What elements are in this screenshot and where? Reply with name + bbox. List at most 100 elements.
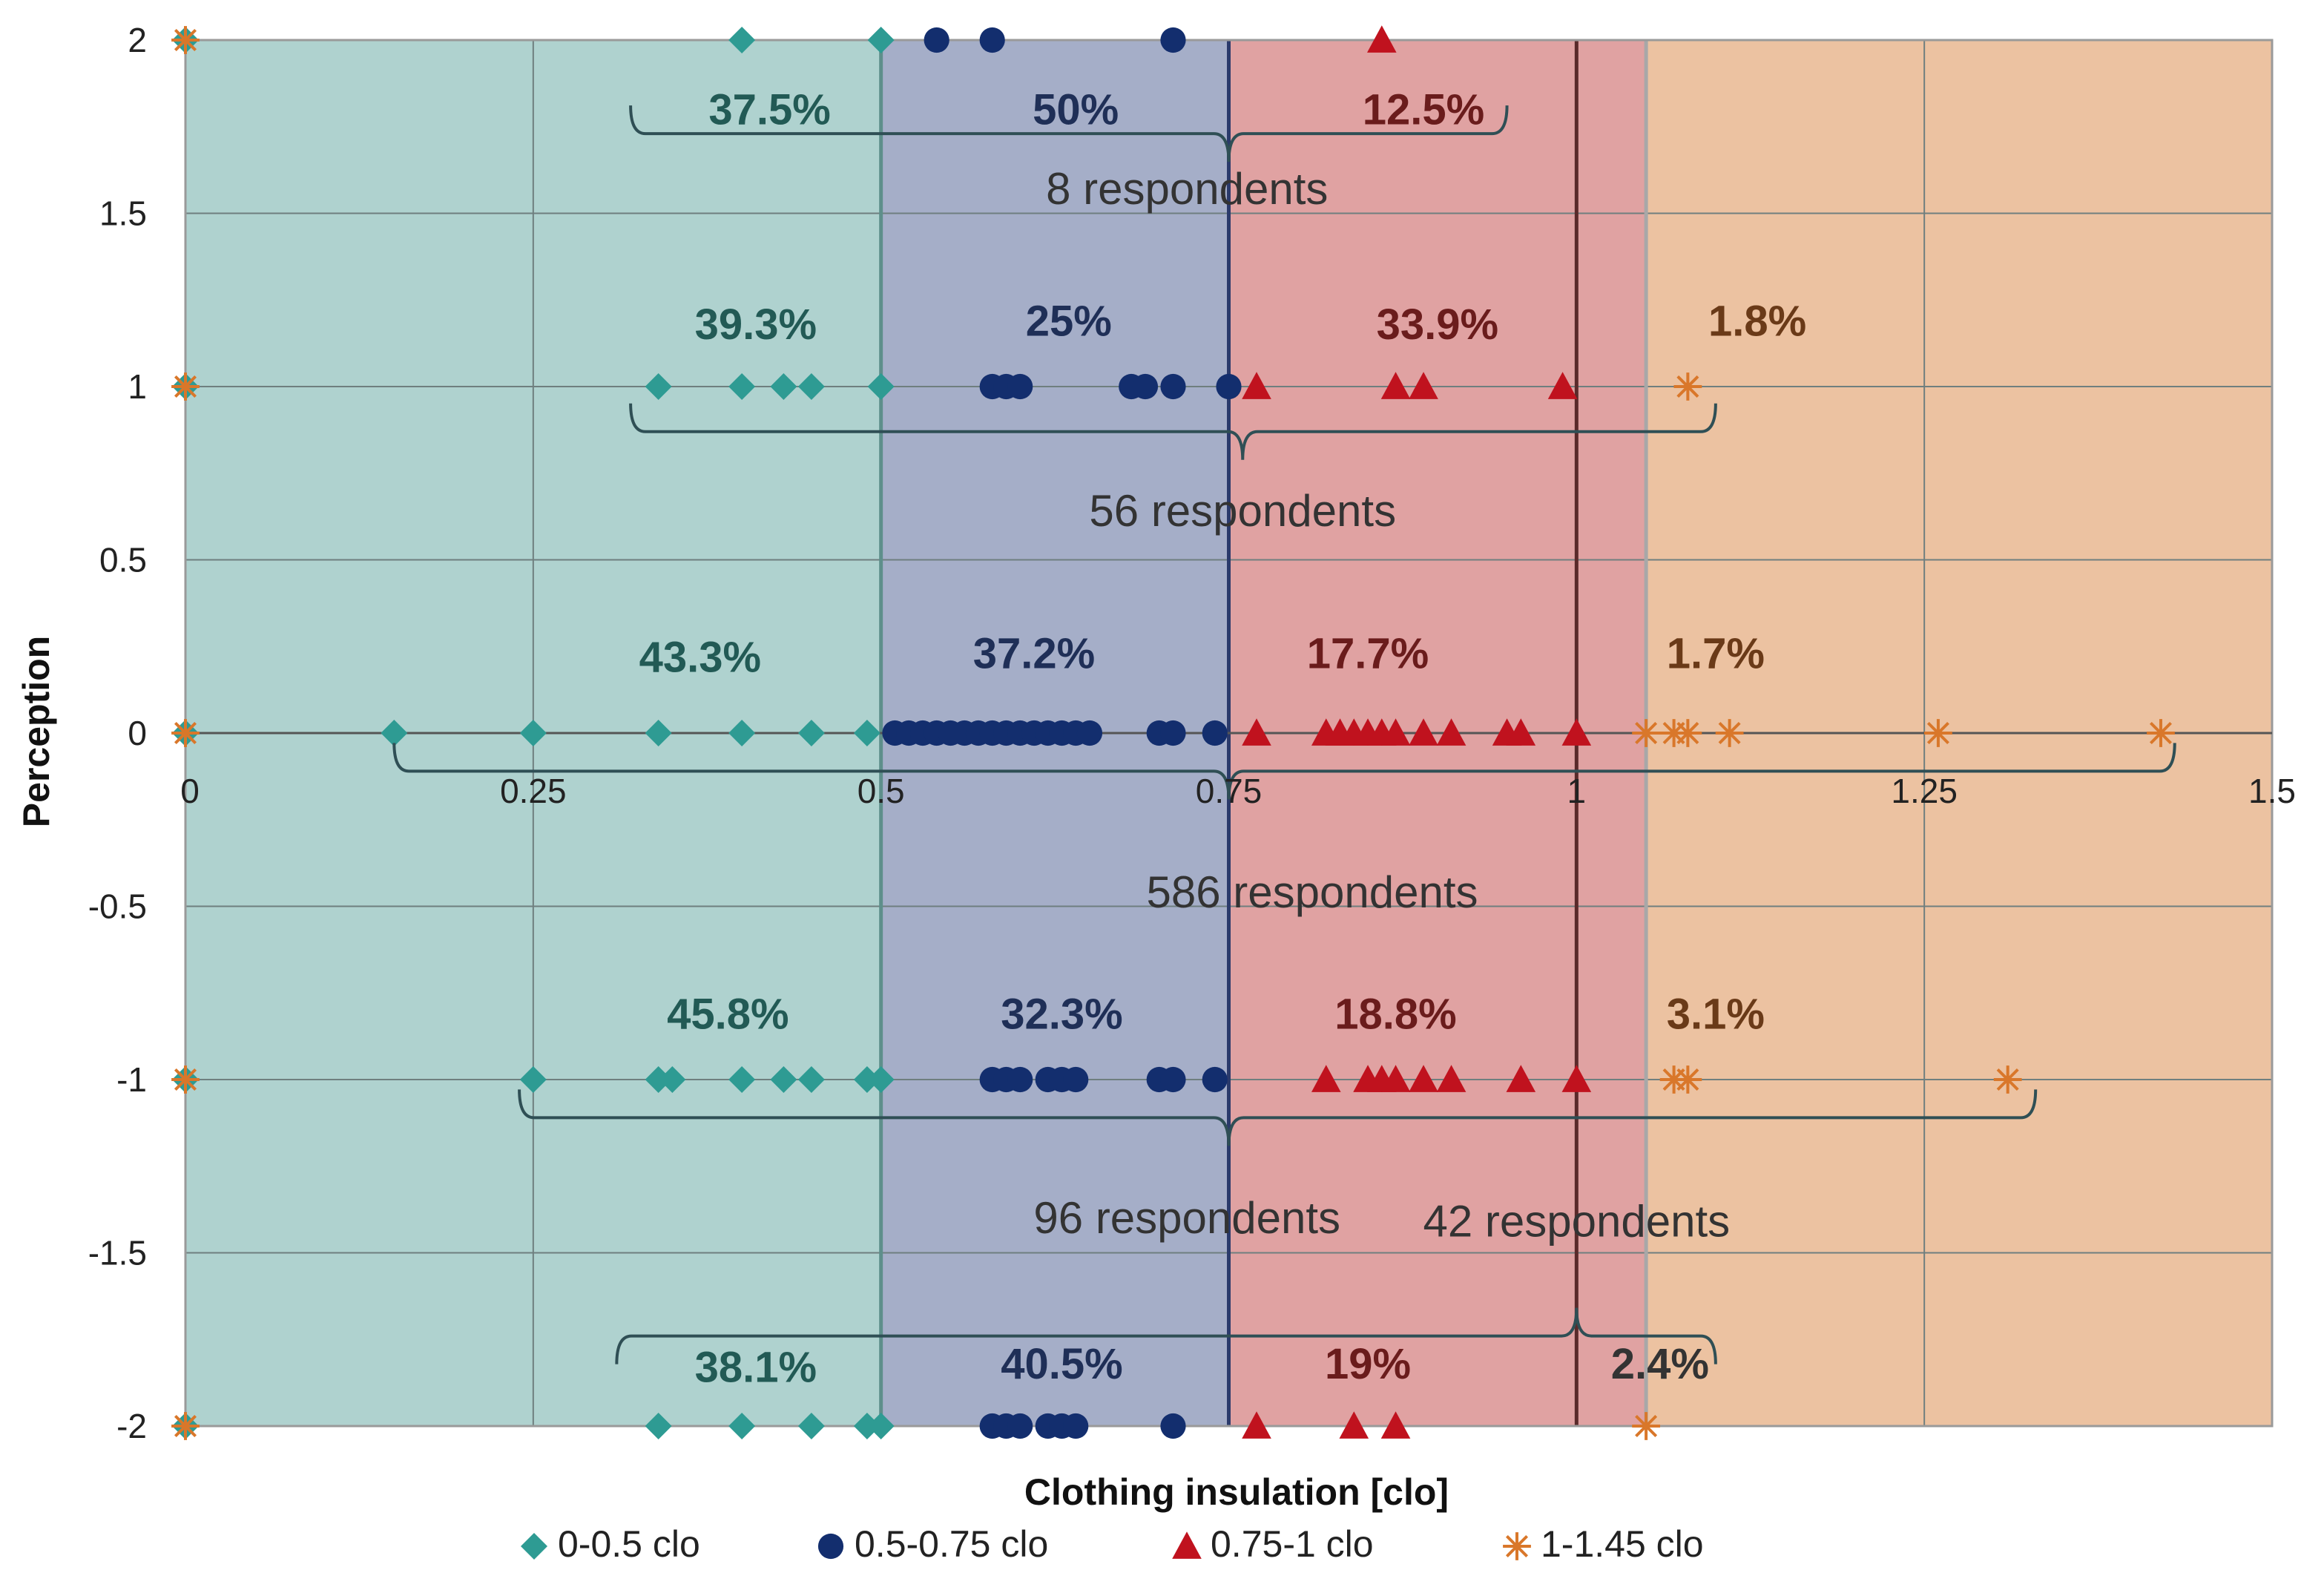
legend: 0-0.5 clo 0.5-0.75 clo 0.75-1 clo 1-1.45 cl… [521, 1523, 1704, 1565]
legend-item-1: 0.5-0.75 clo [817, 1523, 1048, 1565]
point-diamond-25 [867, 1066, 895, 1093]
point-triangle-15 [1506, 718, 1536, 746]
percent-label-5: 25% [1026, 297, 1112, 345]
x-axis-title: Clothing insulation [clo] [1024, 1471, 1449, 1513]
point-circle-0 [924, 27, 949, 53]
point-diamond-15 [728, 720, 756, 746]
point-triangle-5 [1242, 718, 1271, 746]
point-triangle-22 [1436, 1065, 1467, 1092]
percent-label-4: 39.3% [695, 300, 817, 349]
point-diamond-10 [797, 373, 825, 400]
percent-label-21: 40.5% [1001, 1340, 1122, 1388]
percent-label-7: 1.8% [1708, 297, 1806, 345]
point-diamond-26 [645, 1413, 672, 1439]
percent-label-12: 1.7% [1667, 630, 1765, 678]
respondents-label-19: 42 respondents [1423, 1196, 1731, 1246]
point-diamond-24 [853, 1066, 880, 1093]
point-diamond-16 [797, 720, 825, 746]
point-star-1 [171, 372, 200, 401]
point-diamond-7 [645, 373, 672, 400]
legend-label: 0.5-0.75 clo [855, 1523, 1048, 1565]
point-diamond-30 [867, 1413, 895, 1439]
x-tick-labels: 0 0.25 0.5 0.75 1 1.25 1.5 [180, 772, 2296, 810]
legend-item-2: 0.75-1 clo [1172, 1523, 1374, 1565]
percent-label-15: 32.3% [1001, 990, 1122, 1038]
point-star-10 [1924, 719, 1952, 747]
point-triangle-1 [1242, 372, 1271, 399]
point-diamond-8 [728, 373, 756, 400]
legend-marker-diamond [521, 1533, 547, 1560]
x-tick-label-2: 0.5 [857, 772, 905, 810]
point-diamond-19 [645, 1066, 672, 1093]
legend-item-3: 1-1.45 clo [1503, 1523, 1704, 1565]
point-triangle-17 [1311, 1065, 1341, 1092]
percent-label-1: 50% [1033, 85, 1119, 134]
point-diamond-29 [853, 1413, 880, 1439]
point-triangle-25 [1242, 1411, 1271, 1439]
point-triangle-0 [1366, 25, 1397, 53]
point-diamond-11 [867, 373, 895, 400]
point-triangle-23 [1506, 1065, 1536, 1092]
point-triangle-16 [1561, 718, 1592, 746]
y-tick-label-8: -2 [116, 1407, 147, 1445]
brace-2 [392, 743, 2176, 800]
respondents-label-18: 96 respondents [1033, 1193, 1340, 1243]
y-axis-title: Perception [16, 636, 57, 827]
series-3 [171, 26, 2175, 1440]
point-triangle-24 [1561, 1065, 1592, 1092]
point-circle-8 [1160, 373, 1186, 400]
percent-label-6: 33.9% [1377, 300, 1498, 349]
point-circle-9 [1216, 373, 1242, 400]
brace-1 [629, 403, 1717, 460]
series-2 [1242, 25, 1592, 1439]
y-tick-label-0: 2 [128, 21, 147, 59]
legend-item-0: 0-0.5 clo [521, 1523, 700, 1565]
point-triangle-3 [1409, 372, 1438, 399]
percent-label-10: 37.2% [973, 630, 1095, 678]
percent-label-9: 43.3% [639, 633, 761, 681]
point-circle-39 [1007, 1413, 1033, 1439]
x-tick-label-5: 1.25 [1891, 772, 1958, 810]
point-diamond-12 [381, 720, 408, 746]
percent-label-0: 37.5% [708, 85, 830, 134]
legend-marker-circle [817, 1533, 844, 1560]
point-diamond-21 [728, 1066, 756, 1093]
y-tick-label-3: 0.5 [99, 541, 147, 579]
x-tick-label-4: 1 [1567, 772, 1587, 810]
point-star-14 [1993, 1065, 2022, 1094]
point-circle-1 [979, 27, 1005, 53]
point-diamond-28 [797, 1413, 825, 1439]
y-tick-label-6: -1 [116, 1060, 147, 1099]
group-braces [392, 105, 2176, 1364]
respondents-label-8: 56 respondents [1089, 486, 1396, 536]
point-triangle-27 [1380, 1411, 1411, 1439]
point-star-9 [1715, 719, 1744, 747]
point-star-4 [171, 1412, 200, 1440]
point-diamond-22 [770, 1066, 797, 1093]
point-star-2 [171, 719, 200, 747]
point-circle-35 [1160, 1066, 1186, 1093]
point-diamond-18 [519, 1066, 547, 1093]
point-star-8 [1673, 719, 1702, 747]
point-circle-33 [1063, 1066, 1089, 1093]
point-star-0 [171, 26, 200, 54]
point-circle-26 [1160, 720, 1186, 746]
legend-marker-triangle [1172, 1531, 1202, 1559]
percent-label-14: 45.8% [667, 990, 789, 1038]
point-triangle-12 [1409, 718, 1438, 746]
series-1 [882, 27, 1242, 1439]
point-diamond-9 [770, 373, 797, 400]
point-circle-2 [1160, 27, 1186, 53]
point-star-13 [1673, 1065, 1702, 1094]
point-triangle-11 [1380, 718, 1411, 746]
point-star-15 [1632, 1412, 1660, 1440]
y-tick-label-4: 0 [128, 714, 147, 752]
point-diamond-5 [728, 27, 756, 53]
y-tick-labels: 2 1.5 1 0.5 0 -0.5 -1 -1.5 -2 [88, 21, 147, 1445]
percent-label-20: 38.1% [695, 1344, 817, 1392]
point-circle-24 [1076, 720, 1103, 746]
point-star-5 [1673, 372, 1702, 401]
legend-marker-star [1503, 1532, 1531, 1560]
brace-3 [518, 1089, 2038, 1146]
